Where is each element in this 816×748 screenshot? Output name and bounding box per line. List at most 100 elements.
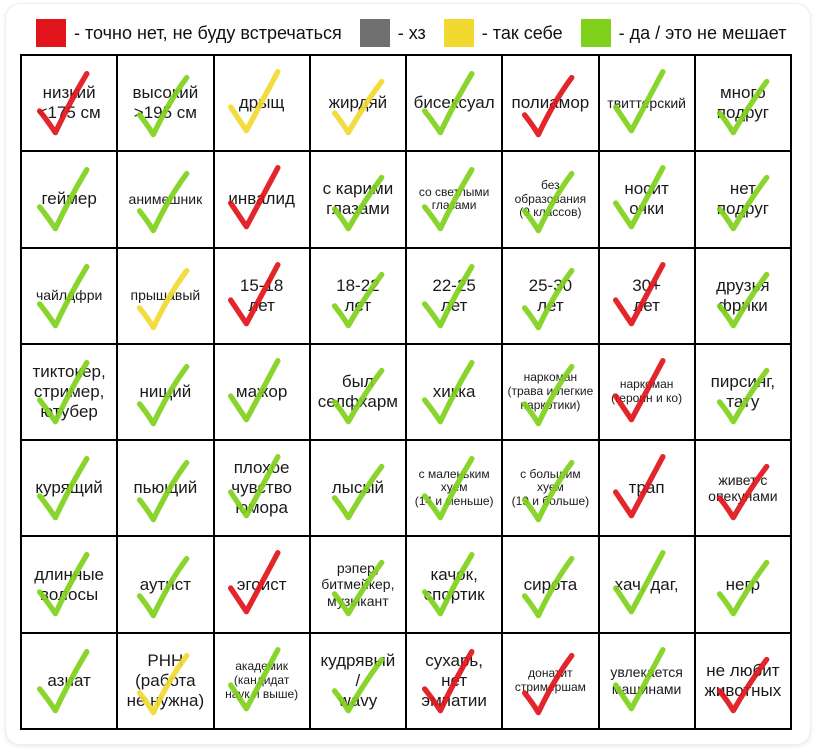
cell-label: прышавый xyxy=(130,287,201,304)
cell-label: много подруг xyxy=(716,83,769,123)
cell-label: РНН (работа не нужна) xyxy=(126,650,205,710)
cell-label: 22-25 лет xyxy=(432,275,476,315)
grid-cell[interactable]: с карими глазами xyxy=(310,152,407,249)
grid-cell[interactable]: рэпер, битмейкер, музыкант xyxy=(310,537,407,634)
grid-cell[interactable]: анимешник xyxy=(118,152,215,249)
grid-cell[interactable]: друзья фрики xyxy=(695,248,792,345)
legend-item-red: - точно нет, не буду встречаться xyxy=(36,19,342,47)
cell-label: с маленьким хуем (14 и меньше) xyxy=(414,466,494,509)
grid-cell[interactable]: живет с опекунами xyxy=(695,441,792,538)
grid-cell[interactable]: не любит животных xyxy=(695,633,792,730)
legend-text: - точно нет, не буду встречаться xyxy=(74,22,342,43)
cell-label: не любит животных xyxy=(704,660,782,700)
grid-cell[interactable]: тиктокер, стример, ютубер xyxy=(22,344,119,442)
grid-cell[interactable]: донатит стримершам xyxy=(503,633,600,730)
cell-label: наркоман (трава и легкие наркотики) xyxy=(507,370,594,412)
cell-label: нет подруг xyxy=(716,179,769,219)
cell-label: качок, спортик xyxy=(423,564,485,604)
grid-cell[interactable]: хикка xyxy=(407,344,504,442)
grid-cell[interactable]: сирота xyxy=(503,537,600,634)
legend-swatch-green xyxy=(580,19,611,47)
grid-cell[interactable]: академик (кандидат наук и выше) xyxy=(214,633,311,730)
cell-label: полиамор xyxy=(511,93,590,113)
cell-label: курящий xyxy=(35,478,103,498)
cell-label: наркоман (героин и ко) xyxy=(611,377,683,405)
grid-cell[interactable]: увлекается машинами xyxy=(599,633,696,730)
cell-label: носит очки xyxy=(624,179,669,219)
grid-cell[interactable]: с маленьким хуем (14 и меньше) xyxy=(407,441,504,538)
grid-cell[interactable]: носит очки xyxy=(599,152,696,249)
grid-cell[interactable]: мажор xyxy=(214,344,311,442)
grid-cell[interactable]: длинные волосы xyxy=(22,537,119,634)
cell-label: высокий >195 см xyxy=(132,83,199,123)
legend-swatch-red xyxy=(36,19,66,47)
grid-cell[interactable]: лысый xyxy=(310,441,407,538)
cell-label: 30+ лет xyxy=(632,275,662,315)
cell-label: с карими глазами xyxy=(322,179,394,219)
grid-cell[interactable]: дрыщ xyxy=(214,56,311,153)
legend-text: - так себе xyxy=(481,22,563,43)
grid-cell[interactable]: 15-18 лет xyxy=(214,248,311,345)
cell-label: нищий xyxy=(139,381,192,401)
cell-label: трап xyxy=(628,478,665,498)
grid-cell[interactable]: наркоман (трава и легкие наркотики) xyxy=(503,344,600,442)
grid-cell[interactable]: 30+ лет xyxy=(599,248,696,345)
grid-cell[interactable]: негр xyxy=(695,537,792,634)
cell-label: с большим хуем (19 и больше) xyxy=(511,466,590,509)
legend-text: - хз xyxy=(397,22,426,43)
grid-cell[interactable]: много подруг xyxy=(695,56,792,153)
grid-cell[interactable]: аутист xyxy=(118,537,215,634)
cell-label: был селфхарм xyxy=(317,371,398,411)
grid-cell[interactable]: прышавый xyxy=(118,248,215,345)
legend-swatch-yellow xyxy=(443,19,474,47)
cell-label: сухарь, нет эмпатии xyxy=(421,650,487,710)
grid-cell[interactable]: чайлдфри xyxy=(22,248,119,345)
grid-cell[interactable]: плохое чувство юмора xyxy=(214,441,311,538)
cell-label: плохое чувство юмора xyxy=(231,458,293,518)
cell-label: тиктокер, стример, ютубер xyxy=(32,361,106,422)
grid-cell[interactable]: курящий xyxy=(22,441,119,538)
grid-cell[interactable]: азиат xyxy=(22,633,119,730)
grid-cell[interactable]: 25-30 лет xyxy=(503,248,600,345)
grid-cell[interactable]: кудрявый / wavy xyxy=(310,633,407,730)
legend-text: - да / это не мешает xyxy=(618,22,787,43)
cell-label: геймер xyxy=(41,189,97,209)
grid-cell[interactable]: нищий xyxy=(118,344,215,442)
legend-item-yellow: - так себе xyxy=(443,19,563,47)
legend: - точно нет, не буду встречаться - хз - та… xyxy=(36,16,804,50)
grid-cell[interactable]: низкий <175 см xyxy=(22,56,119,153)
grid-cell[interactable]: был селфхарм xyxy=(310,344,407,442)
grid-cell[interactable]: пьющий xyxy=(118,441,215,538)
cell-label: твиттерский xyxy=(607,94,686,111)
grid-cell[interactable]: сухарь, нет эмпатии xyxy=(407,633,504,730)
grid-cell[interactable]: пирсинг, тату xyxy=(695,344,792,442)
grid-cell[interactable]: эгоист xyxy=(214,537,311,634)
cell-label: мажор xyxy=(235,381,288,401)
grid-cell[interactable]: нет подруг xyxy=(695,152,792,249)
grid-cell[interactable]: твиттерский xyxy=(599,56,696,153)
grid-cell[interactable]: 22-25 лет xyxy=(407,248,504,345)
grid-cell[interactable]: полиамор xyxy=(503,56,600,153)
cell-label: инвалид xyxy=(228,189,295,209)
cell-label: чайлдфри xyxy=(35,287,103,304)
grid-cell[interactable]: геймер xyxy=(22,152,119,249)
grid-cell[interactable]: 18-22 лет xyxy=(310,248,407,345)
cell-label: эгоист xyxy=(236,574,287,594)
grid-cell[interactable]: с большим хуем (19 и больше) xyxy=(503,441,600,538)
grid-cell[interactable]: трап xyxy=(599,441,696,538)
cell-label: со светлыми глазами xyxy=(418,184,490,213)
grid-cell[interactable]: бисексуал xyxy=(407,56,504,153)
grid-cell[interactable]: наркоман (героин и ко) xyxy=(599,344,696,442)
grid-cell[interactable]: хач, даг, xyxy=(599,537,696,634)
grid-cell[interactable]: высокий >195 см xyxy=(118,56,215,153)
grid-cell[interactable]: со светлыми глазами xyxy=(407,152,504,249)
bingo-grid: низкий <175 см высокий >195 см дрыщ жирдяй б… xyxy=(20,54,792,730)
grid-cell[interactable]: без образования (9 классов) xyxy=(503,152,600,249)
grid-cell[interactable]: РНН (работа не нужна) xyxy=(118,633,215,730)
grid-cell[interactable]: жирдяй xyxy=(310,56,407,153)
grid-cell[interactable]: инвалид xyxy=(214,152,311,249)
grid-cell[interactable]: качок, спортик xyxy=(407,537,504,634)
cell-label: донатит стримершам xyxy=(514,666,586,694)
cell-label: дрыщ xyxy=(238,93,285,113)
cell-label: жирдяй xyxy=(328,93,388,113)
